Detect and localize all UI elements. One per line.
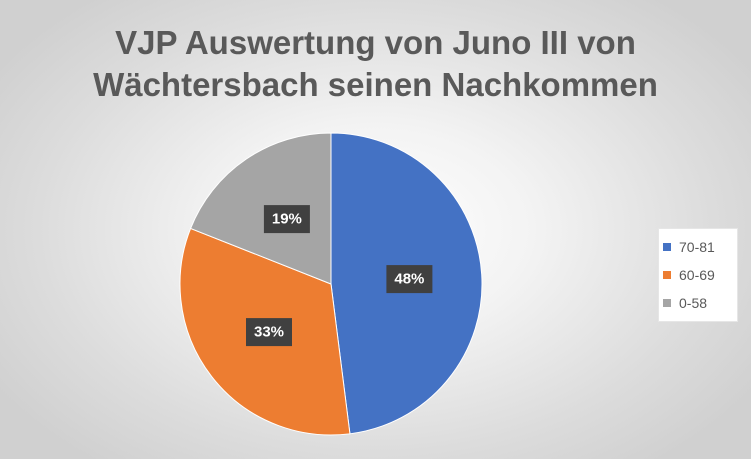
data-label-text-60-69: 33% — [254, 324, 284, 341]
legend-item-0-58[interactable]: 0-58 — [663, 289, 737, 317]
chart-title-line-2: Wächtersbach seinen Nachkommen — [93, 66, 658, 103]
legend-item-60-69[interactable]: 60-69 — [663, 261, 737, 289]
legend-swatch-70-81 — [663, 243, 671, 251]
legend-label-60-69: 60-69 — [679, 267, 715, 283]
chart-title-line-1: VJP Auswertung von Juno III von — [115, 24, 636, 61]
legend-item-70-81[interactable]: 70-81 — [663, 233, 737, 261]
legend-label-0-58: 0-58 — [679, 295, 708, 311]
legend-swatch-0-58 — [663, 299, 671, 307]
chart-legend: 70-81 60-69 0-58 — [658, 228, 738, 322]
data-label-text-70-81: 48% — [394, 271, 424, 288]
data-label-0-58: 19% — [263, 205, 310, 234]
pie-slice-0-58[interactable] — [189, 132, 332, 285]
legend-label-70-81: 70-81 — [679, 239, 715, 255]
data-label-text-0-58: 19% — [272, 211, 302, 228]
legend-swatch-60-69 — [663, 271, 671, 279]
chart-title: VJP Auswertung von Juno III von Wächters… — [0, 22, 751, 106]
data-label-70-81: 48% — [386, 265, 433, 294]
data-label-60-69: 33% — [246, 318, 292, 347]
